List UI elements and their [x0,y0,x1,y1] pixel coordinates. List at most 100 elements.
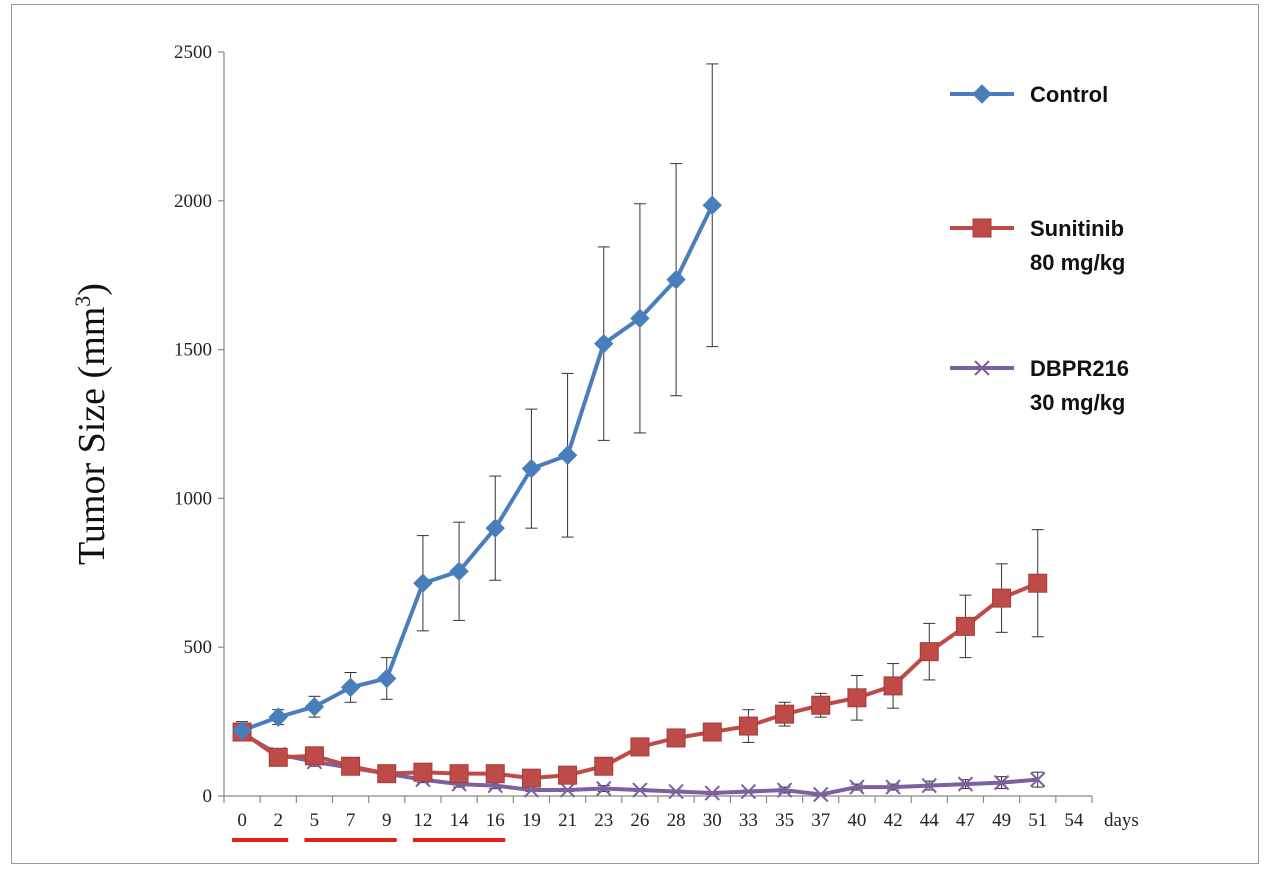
dbpr216-data-point [885,779,901,795]
y-axis-label: Tumor Size (mm3) [70,283,113,565]
control-data-point [304,697,325,717]
x-tick-label: 21 [558,810,577,831]
sunitinib-data-point [449,764,469,784]
x-tick-label: 9 [382,810,392,831]
dbpr216-data-point [813,786,829,803]
x-tick-label: 23 [594,810,613,831]
x-tick-label: 7 [346,810,356,831]
x-tick-label: 28 [667,810,686,831]
sunitinib-data-point [919,642,939,662]
marker-stroke [849,779,865,795]
marker-stroke [559,782,576,798]
sunitinib-data-point [702,722,722,742]
y-tick-label: 500 [184,637,213,658]
control-data-point [594,333,614,354]
marker-stroke [668,783,684,800]
legend-label: Control [1030,82,1108,107]
y-tick-label: 1000 [174,488,212,509]
x-tick-label: 47 [956,810,975,831]
x-tick-label: 35 [775,810,794,831]
sunitinib-data-point [558,765,578,785]
legend-entry-control: Control [950,82,1108,107]
control-data-point [666,269,686,290]
y-tick-label: 1500 [174,340,212,361]
marker-stroke [596,780,612,797]
x-tick-label: 33 [739,810,758,831]
dbpr216-data-point [849,779,865,795]
marker-stroke [740,783,757,800]
x-tick-label: 16 [486,810,505,831]
dbpr216-data-point [993,774,1010,791]
y-tick-label: 0 [203,786,213,807]
sunitinib-data-point [521,768,541,788]
control-data-point [340,677,361,698]
sunitinib-data-point [594,756,614,776]
dbpr216-data-point [776,782,793,798]
x-tick-label: 30 [703,810,722,831]
dbpr216-data-point [1030,771,1046,788]
marker-stroke [921,777,937,794]
y-tick-label: 2000 [174,191,212,212]
dbpr216-data-point [740,783,757,800]
marker-stroke [813,786,829,803]
sunitinib-data-point [775,704,795,724]
axes: 0 500 1000 1500 2000 2500 0 2 5 7 9 12 14 16 19 21 23 26 2… [70,42,1139,842]
dbpr216-data-point [957,776,974,792]
dbpr216-data-point [559,782,576,798]
marker-stroke [1030,771,1046,788]
sunitinib-data-point [630,737,650,757]
control-data-point [377,668,397,689]
marker-stroke [993,774,1010,791]
legend-label: DBPR216 30 mg/kg [1030,356,1129,415]
control-data-point [557,445,578,465]
sunitinib-data-point [413,762,433,782]
sunitinib-data-point [1028,573,1048,593]
x-tick-label: 51 [1028,810,1047,831]
marker-stroke [957,776,974,792]
x-tick-label: 42 [884,810,903,831]
marker-stroke [632,782,648,798]
sunitinib-data-point [883,676,903,696]
chart-frame [11,4,1259,864]
control-data-point [413,573,433,593]
x-tick-label: 40 [847,810,866,831]
marker-stroke [885,779,901,795]
sunitinib-data-point [992,588,1012,608]
sunitinib-data-point [811,695,831,715]
control-series-line [241,204,715,733]
x-tick-label: 44 [920,810,940,831]
x-tick-label: 49 [992,810,1011,831]
control-data-point [521,458,542,479]
dbpr216-data-point [632,782,648,798]
legend: Control Sunitinib 80 mg/kg DBPR216 30 mg/kg [950,82,1129,415]
x-tick-label: 19 [522,810,541,831]
dbpr216-data-point [596,780,612,797]
control-data-point [485,518,505,538]
x-tick-label: 37 [811,810,830,831]
x-tick-label: 54 [1064,810,1084,831]
sunitinib-data-point [377,764,397,784]
y-tick-label: 2500 [174,42,212,63]
marker-stroke [704,785,720,801]
legend-marker [972,218,992,238]
control-data-point [702,195,722,215]
control-data-point [268,707,288,727]
sunitinib-data-point [847,688,867,708]
control-data-point [630,308,650,329]
x-tick-label: 26 [630,810,649,831]
control-data-point [232,720,252,741]
sunitinib-data-point [485,764,505,784]
legend-marker [972,84,992,104]
dbpr216-data-point [704,785,720,801]
marker-stroke [974,360,990,376]
sunitinib-data-point [955,616,975,636]
sunitinib-data-point [666,728,686,748]
sunitinib-data-point [738,716,758,736]
x-tick-label: 2 [274,810,284,831]
legend-entry-dbpr216: DBPR216 30 mg/kg [950,356,1129,415]
legend-entry-sunitinib: Sunitinib 80 mg/kg [950,216,1125,275]
series-markers [232,195,1048,803]
sunitinib-data-point [268,747,288,767]
legend-label: Sunitinib 80 mg/kg [1030,216,1125,275]
